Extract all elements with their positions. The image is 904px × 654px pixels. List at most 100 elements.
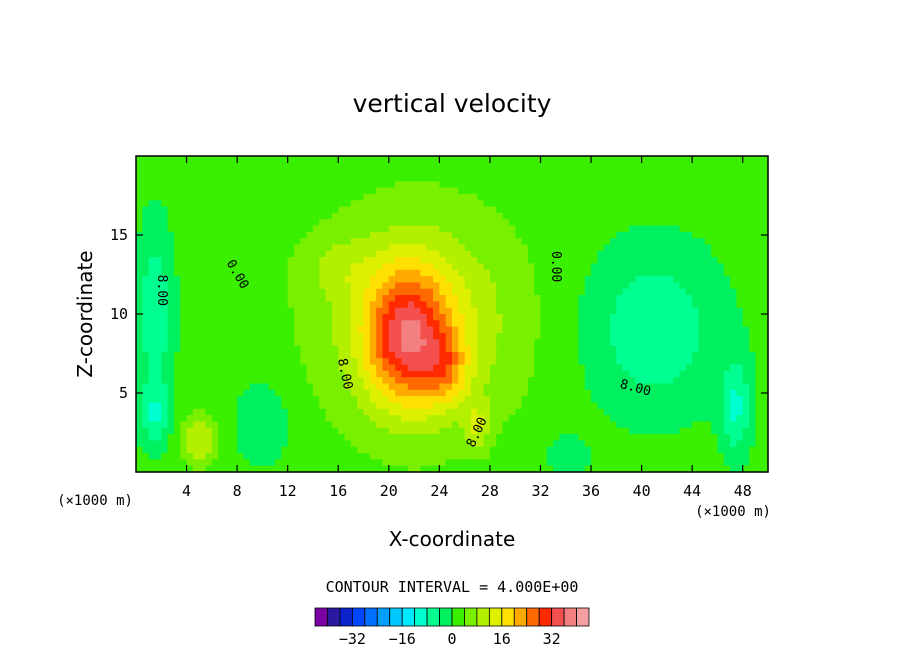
field-cell: [508, 200, 516, 208]
field-cell: [357, 320, 365, 328]
field-cell: [173, 446, 181, 454]
field-cell: [350, 263, 358, 271]
field-cell: [211, 314, 219, 321]
field-cell: [167, 396, 175, 404]
field-cell: [515, 269, 523, 277]
field-cell: [635, 364, 643, 372]
field-cell: [685, 332, 693, 340]
field-cell: [641, 358, 649, 366]
field-cell: [173, 257, 181, 265]
field-cell: [610, 307, 617, 315]
field-cell: [736, 288, 744, 296]
field-cell: [616, 263, 624, 271]
field-cell: [704, 320, 712, 328]
field-cell: [553, 231, 561, 239]
field-cell: [218, 238, 226, 246]
field-cell: [382, 193, 390, 201]
field-cell: [281, 162, 289, 170]
field-cell: [730, 225, 737, 233]
field-cell: [407, 174, 415, 182]
field-cell: [654, 370, 662, 378]
field-cell: [401, 345, 409, 353]
field-cell: [154, 364, 162, 372]
field-cell: [470, 421, 478, 429]
field-cell: [275, 345, 282, 353]
field-cell: [508, 174, 516, 182]
field-cell: [597, 332, 605, 340]
field-cell: [420, 383, 428, 391]
field-cell: [154, 345, 162, 353]
field-cell: [186, 434, 194, 441]
field-cell: [736, 434, 744, 441]
field-cell: [730, 434, 737, 441]
field-cell: [508, 307, 516, 315]
field-cell: [610, 402, 617, 410]
field-cell: [439, 168, 447, 176]
field-cell: [154, 288, 162, 296]
field-cell: [262, 174, 270, 182]
field-cell: [742, 345, 750, 353]
field-cell: [262, 257, 270, 265]
field-cell: [218, 421, 226, 429]
field-cell: [477, 358, 485, 366]
field-cell: [742, 250, 750, 258]
field-cell: [167, 282, 175, 290]
field-cell: [584, 219, 592, 227]
field-cell: [464, 370, 472, 378]
field-cell: [199, 408, 207, 416]
field-cell: [382, 244, 390, 252]
field-cell: [363, 288, 371, 296]
field-cell: [489, 212, 497, 220]
field-cell: [426, 396, 434, 404]
field-cell: [319, 200, 327, 208]
field-cell: [704, 364, 712, 372]
field-cell: [742, 288, 750, 296]
field-cell: [161, 465, 169, 473]
field-cell: [578, 402, 586, 410]
field-cell: [508, 408, 516, 416]
field-cell: [483, 181, 491, 189]
field-cell: [647, 225, 655, 233]
field-cell: [559, 200, 567, 208]
field-cell: [698, 453, 706, 460]
field-cell: [136, 446, 143, 454]
field-cell: [357, 459, 365, 467]
field-cell: [407, 434, 415, 441]
field-cell: [591, 446, 598, 454]
field-cell: [287, 364, 295, 372]
field-cell: [224, 225, 232, 233]
field-cell: [148, 276, 156, 283]
field-cell: [711, 459, 719, 467]
field-cell: [300, 156, 308, 163]
field-cell: [755, 225, 763, 233]
field-cell: [755, 162, 763, 170]
field-cell: [603, 396, 611, 404]
field-cell: [654, 415, 662, 423]
field-cell: [186, 326, 194, 334]
field-cell: [534, 446, 542, 454]
field-cell: [483, 408, 491, 416]
field-cell: [730, 358, 737, 366]
field-cell: [369, 421, 377, 429]
field-cell: [610, 162, 617, 170]
field-cell: [717, 446, 725, 454]
field-cell: [154, 453, 162, 460]
field-cell: [464, 427, 472, 435]
field-cell: [136, 370, 143, 378]
field-cell: [186, 320, 194, 328]
field-cell: [527, 415, 535, 423]
field-cell: [540, 358, 548, 366]
field-cell: [508, 206, 516, 214]
field-cell: [572, 168, 579, 176]
field-cell: [350, 187, 358, 195]
field-cell: [692, 225, 700, 233]
field-cell: [717, 193, 725, 201]
field-cell: [420, 332, 428, 340]
field-cell: [553, 219, 561, 227]
field-cell: [698, 402, 706, 410]
field-cell: [464, 193, 472, 201]
field-cell: [161, 415, 169, 423]
field-cell: [458, 351, 466, 359]
field-cell: [559, 301, 567, 309]
field-cell: [205, 295, 213, 302]
